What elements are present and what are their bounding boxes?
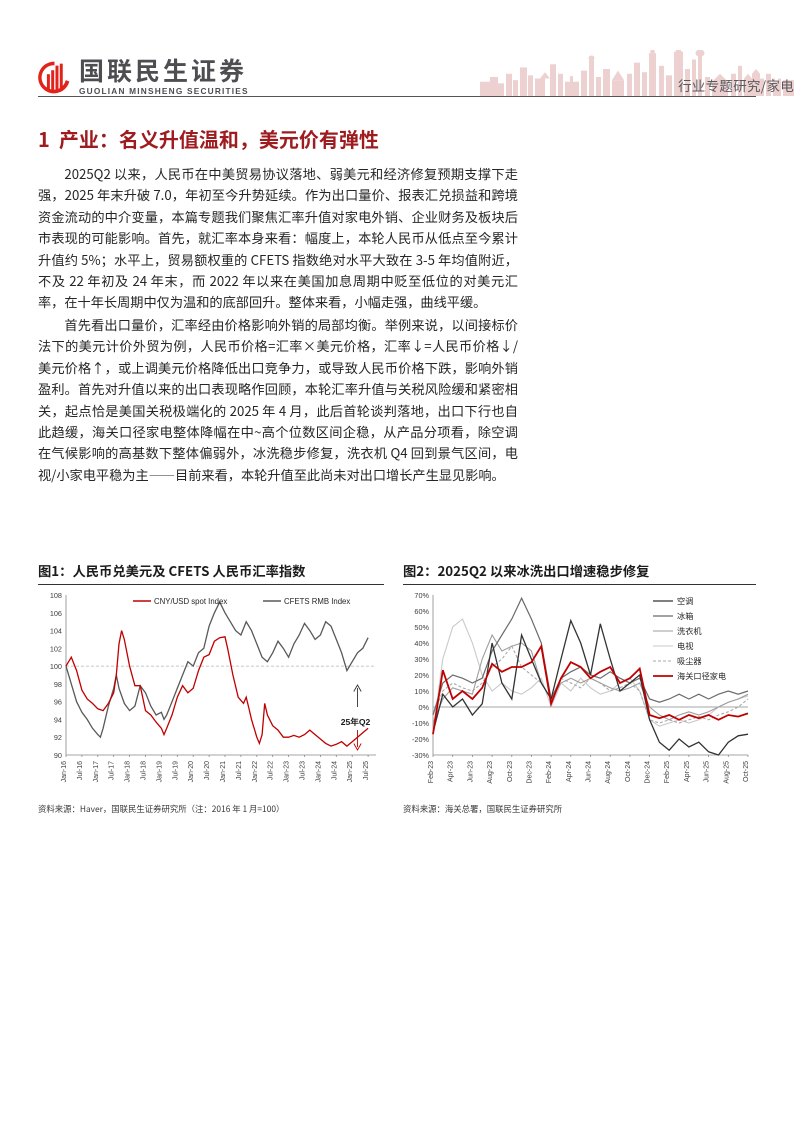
svg-text:Jan-19: Jan-19 — [156, 761, 163, 783]
svg-text:106: 106 — [50, 609, 62, 618]
svg-text:25年Q2: 25年Q2 — [341, 716, 371, 727]
svg-text:Jul-21: Jul-21 — [236, 761, 243, 780]
svg-text:Jan-21: Jan-21 — [220, 761, 227, 783]
svg-text:Jul-17: Jul-17 — [109, 761, 116, 780]
svg-text:-30%: -30% — [412, 751, 430, 760]
svg-text:Jul-19: Jul-19 — [172, 761, 179, 780]
svg-text:Jul-18: Jul-18 — [141, 761, 148, 780]
svg-text:Jun-24: Jun-24 — [586, 761, 593, 783]
svg-text:吸尘器: 吸尘器 — [677, 656, 702, 666]
svg-text:100: 100 — [50, 662, 62, 671]
svg-text:Aug-24: Aug-24 — [605, 761, 612, 784]
svg-text:90: 90 — [54, 751, 62, 760]
svg-text:Jun-25: Jun-25 — [704, 761, 711, 783]
svg-text:Jan-16: Jan-16 — [61, 761, 68, 783]
svg-text:Feb-23: Feb-23 — [428, 761, 435, 783]
svg-text:Dec-24: Dec-24 — [645, 761, 652, 784]
svg-text:94: 94 — [54, 715, 62, 724]
svg-text:Jul-24: Jul-24 — [331, 761, 338, 780]
svg-text:Jul-22: Jul-22 — [268, 761, 275, 780]
svg-text:CFETS RMB Index: CFETS RMB Index — [284, 597, 350, 606]
svg-text:Jan-20: Jan-20 — [188, 761, 195, 783]
svg-text:CNY/USD spot Index: CNY/USD spot Index — [154, 597, 227, 606]
svg-text:20%: 20% — [414, 671, 429, 680]
svg-text:洗衣机: 洗衣机 — [677, 626, 702, 636]
svg-text:30%: 30% — [414, 655, 429, 664]
svg-text:Jan-24: Jan-24 — [315, 761, 322, 783]
svg-text:电视: 电视 — [677, 641, 693, 651]
svg-text:Jul-25: Jul-25 — [363, 761, 370, 780]
svg-text:Apr-25: Apr-25 — [684, 761, 691, 782]
svg-text:70%: 70% — [414, 591, 429, 600]
svg-text:Aug-25: Aug-25 — [723, 761, 730, 784]
svg-text:空调: 空调 — [677, 596, 693, 606]
svg-text:0%: 0% — [418, 703, 429, 712]
svg-text:Aug-23: Aug-23 — [487, 761, 494, 784]
svg-text:-10%: -10% — [412, 719, 430, 728]
svg-text:Jan-18: Jan-18 — [125, 761, 132, 783]
svg-text:Jun-23: Jun-23 — [467, 761, 474, 783]
svg-text:Jul-23: Jul-23 — [300, 761, 307, 780]
svg-text:Dec-23: Dec-23 — [526, 761, 533, 784]
svg-text:40%: 40% — [414, 639, 429, 648]
svg-text:Apr-23: Apr-23 — [448, 761, 455, 782]
svg-text:Oct-24: Oct-24 — [625, 761, 632, 782]
svg-text:96: 96 — [54, 698, 62, 707]
svg-text:Oct-23: Oct-23 — [507, 761, 514, 782]
svg-text:60%: 60% — [414, 607, 429, 616]
svg-text:Jul-20: Jul-20 — [204, 761, 211, 780]
svg-text:92: 92 — [54, 733, 62, 742]
svg-text:Oct-25: Oct-25 — [743, 761, 750, 782]
svg-text:Feb-25: Feb-25 — [664, 761, 671, 783]
svg-text:Feb-24: Feb-24 — [546, 761, 553, 783]
svg-text:102: 102 — [50, 644, 62, 653]
svg-text:Jan-17: Jan-17 — [93, 761, 100, 783]
svg-text:海关口径家电: 海关口径家电 — [677, 671, 726, 681]
svg-text:108: 108 — [50, 591, 62, 600]
svg-text:98: 98 — [54, 680, 62, 689]
svg-text:Jan-25: Jan-25 — [347, 761, 354, 783]
svg-text:Apr-24: Apr-24 — [566, 761, 573, 782]
svg-text:冰箱: 冰箱 — [677, 611, 693, 621]
svg-text:50%: 50% — [414, 623, 429, 632]
svg-text:Jan-22: Jan-22 — [252, 761, 259, 783]
svg-text:Jan-23: Jan-23 — [284, 761, 291, 783]
svg-text:104: 104 — [50, 627, 62, 636]
svg-text:Jul-16: Jul-16 — [77, 761, 84, 780]
svg-text:10%: 10% — [414, 687, 429, 696]
svg-text:-20%: -20% — [412, 735, 430, 744]
